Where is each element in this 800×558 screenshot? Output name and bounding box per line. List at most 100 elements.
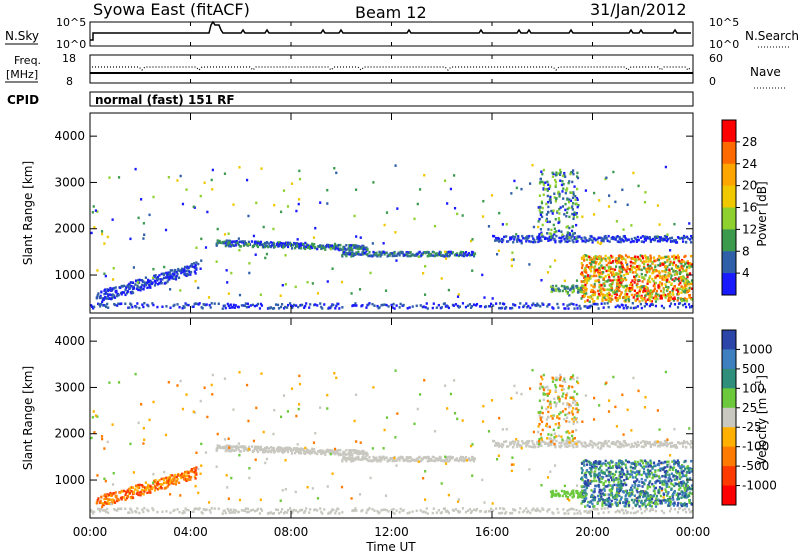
heatmap-cell bbox=[608, 262, 610, 265]
heatmap-cell bbox=[547, 206, 549, 209]
heatmap-cell bbox=[562, 508, 564, 511]
heatmap-cell bbox=[502, 428, 504, 431]
heatmap-cell bbox=[595, 444, 597, 447]
heatmap-cell bbox=[593, 259, 595, 262]
heatmap-cell bbox=[546, 237, 548, 240]
heatmap-cell bbox=[211, 393, 213, 396]
heatmap-cell bbox=[559, 374, 561, 377]
heatmap-cell bbox=[552, 212, 554, 215]
heatmap-cell bbox=[164, 487, 166, 490]
heatmap-cell bbox=[399, 306, 401, 309]
heatmap-cell bbox=[241, 509, 243, 512]
heatmap-cell bbox=[554, 179, 556, 182]
heatmap-cell bbox=[608, 269, 610, 272]
heatmap-cell bbox=[285, 283, 287, 286]
heatmap-cell bbox=[173, 478, 175, 481]
heatmap-cell bbox=[482, 215, 484, 218]
heatmap-cell bbox=[615, 470, 617, 473]
heatmap-cell bbox=[645, 479, 647, 482]
heatmap-cell bbox=[101, 438, 103, 441]
heatmap-cell bbox=[568, 198, 570, 201]
heatmap-cell bbox=[631, 473, 633, 476]
heatmap-cell bbox=[216, 260, 218, 263]
heatmap-cell bbox=[247, 215, 249, 218]
heatmap-cell bbox=[459, 305, 461, 308]
heatmap-cell bbox=[634, 255, 636, 258]
heatmap-cell bbox=[651, 293, 653, 296]
heatmap-cell bbox=[631, 238, 633, 241]
heatmap-cell bbox=[230, 303, 232, 306]
heatmap-cell bbox=[567, 413, 569, 416]
heatmap-cell bbox=[641, 307, 643, 310]
heatmap-cell bbox=[607, 274, 609, 277]
heatmap-cell bbox=[553, 397, 555, 400]
heatmap-cell bbox=[543, 399, 545, 402]
heatmap-cell bbox=[645, 294, 647, 297]
heatmap-cell bbox=[489, 305, 491, 308]
heatmap-cell bbox=[563, 443, 565, 446]
heatmap-cell bbox=[668, 258, 670, 261]
heatmap-cell bbox=[375, 457, 377, 460]
heatmap-cell bbox=[306, 281, 308, 284]
heatmap-cell bbox=[546, 213, 548, 216]
heatmap-cell bbox=[247, 303, 249, 306]
heatmap-cell bbox=[133, 287, 135, 290]
heatmap-cell bbox=[426, 302, 428, 305]
heatmap-cell bbox=[95, 209, 97, 212]
heatmap-cell bbox=[469, 508, 471, 511]
heatmap-cell bbox=[630, 512, 632, 515]
nsky-label: N.Sky bbox=[5, 29, 39, 43]
heatmap-cell bbox=[553, 443, 555, 446]
heatmap-cell bbox=[627, 409, 629, 412]
heatmap-cell bbox=[561, 184, 563, 187]
heatmap-cell bbox=[118, 499, 120, 502]
heatmap-cell bbox=[621, 258, 623, 261]
heatmap-cell bbox=[682, 275, 684, 278]
heatmap-cell bbox=[169, 271, 171, 274]
heatmap-cell bbox=[260, 372, 262, 375]
heatmap-cell bbox=[154, 284, 156, 287]
heatmap-cell bbox=[516, 392, 518, 395]
heatmap-cell bbox=[176, 179, 178, 182]
heatmap-cell bbox=[350, 460, 352, 463]
heatmap-cell bbox=[538, 218, 540, 221]
heatmap-cell bbox=[562, 187, 564, 190]
heatmap-cell bbox=[100, 508, 102, 511]
heatmap-cell bbox=[549, 199, 551, 202]
heatmap-cell bbox=[419, 456, 421, 459]
heatmap-cell bbox=[575, 224, 577, 227]
heatmap-cell bbox=[349, 249, 351, 252]
heatmap-cell bbox=[605, 177, 607, 180]
heatmap-cell bbox=[118, 294, 120, 297]
heatmap-cell bbox=[615, 238, 617, 241]
heatmap-cell bbox=[657, 204, 659, 207]
heatmap-cell bbox=[152, 281, 154, 284]
heatmap-cell bbox=[427, 255, 429, 258]
heatmap-cell bbox=[261, 304, 263, 307]
heatmap-cell bbox=[598, 267, 600, 270]
heatmap-cell bbox=[657, 235, 659, 238]
heatmap-cell bbox=[465, 251, 467, 254]
heatmap-cell bbox=[598, 279, 600, 282]
heatmap-cell bbox=[516, 240, 518, 243]
heatmap-cell bbox=[195, 477, 197, 480]
heatmap-cell bbox=[583, 256, 585, 259]
heatmap-cell bbox=[558, 422, 560, 425]
heatmap-cell bbox=[416, 510, 418, 513]
heatmap-cell bbox=[680, 285, 682, 288]
heatmap-cell bbox=[665, 296, 667, 299]
heatmap-cell bbox=[502, 223, 504, 226]
heatmap-cell bbox=[313, 236, 315, 239]
heatmap-cell bbox=[142, 306, 144, 309]
heatmap-cell bbox=[263, 226, 265, 229]
heatmap-cell bbox=[233, 245, 235, 248]
heatmap-cell bbox=[685, 511, 687, 514]
heatmap-cell bbox=[420, 304, 422, 307]
heatmap-cell bbox=[683, 260, 685, 263]
heatmap-cell bbox=[238, 249, 240, 252]
heatmap-cell bbox=[544, 181, 546, 184]
heatmap-cell bbox=[132, 486, 134, 489]
heatmap-cell bbox=[688, 222, 690, 225]
heatmap-cell bbox=[327, 280, 329, 283]
heatmap-cell bbox=[684, 290, 686, 293]
